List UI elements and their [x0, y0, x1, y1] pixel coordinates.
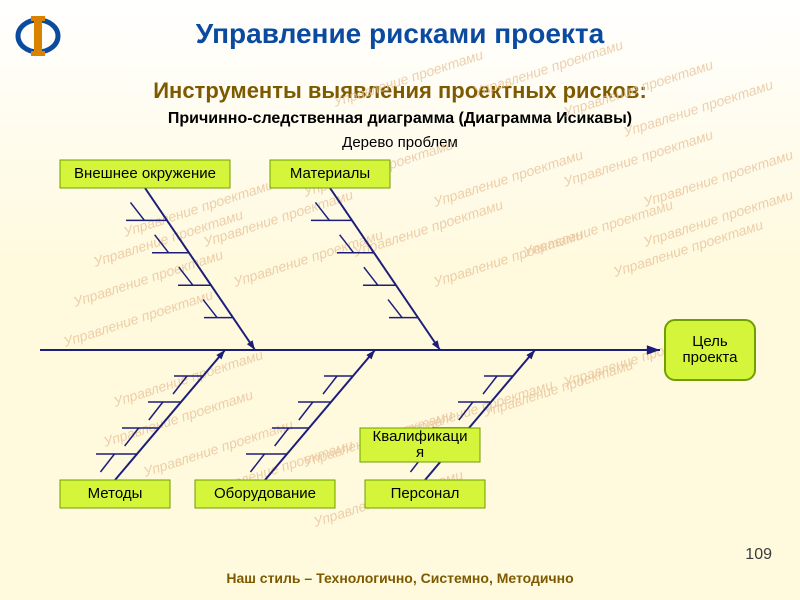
diagram-name-2: Дерево проблем	[0, 134, 800, 151]
slide: Управление рисками проекта Инструменты в…	[0, 0, 800, 600]
svg-text:Персонал: Персонал	[391, 485, 460, 502]
svg-text:Внешнее окружение: Внешнее окружение	[74, 165, 216, 182]
svg-text:проекта: проекта	[683, 349, 739, 366]
svg-text:Методы: Методы	[88, 485, 143, 502]
subtitle-text: Инструменты выявления проектных рисков:	[153, 78, 647, 103]
subtitle: Инструменты выявления проектных рисков:	[0, 78, 800, 104]
svg-text:я: я	[416, 444, 424, 461]
diagram-name: Причинно-следственная диаграмма (Диаграм…	[0, 110, 800, 128]
title-text: Управление рисками проекта	[196, 18, 604, 49]
fishbone-diagram: Внешнее окружение Материалы Методы Оборудов…	[0, 150, 800, 530]
sub3-text: Дерево проблем	[342, 134, 458, 151]
svg-text:Цель: Цель	[692, 333, 728, 350]
page-title: Управление рисками проекта	[0, 18, 800, 50]
page-number: 109	[745, 546, 772, 564]
footer-text: Наш стиль – Технологично, Системно, Мето…	[226, 570, 573, 586]
svg-text:Материалы: Материалы	[290, 165, 370, 182]
svg-text:Квалификаци: Квалификаци	[373, 428, 468, 445]
svg-text:Оборудование: Оборудование	[214, 485, 316, 502]
footer-motto: Наш стиль – Технологично, Системно, Мето…	[0, 570, 800, 586]
sub2-text: Причинно-следственная диаграмма (Диаграм…	[168, 110, 632, 127]
